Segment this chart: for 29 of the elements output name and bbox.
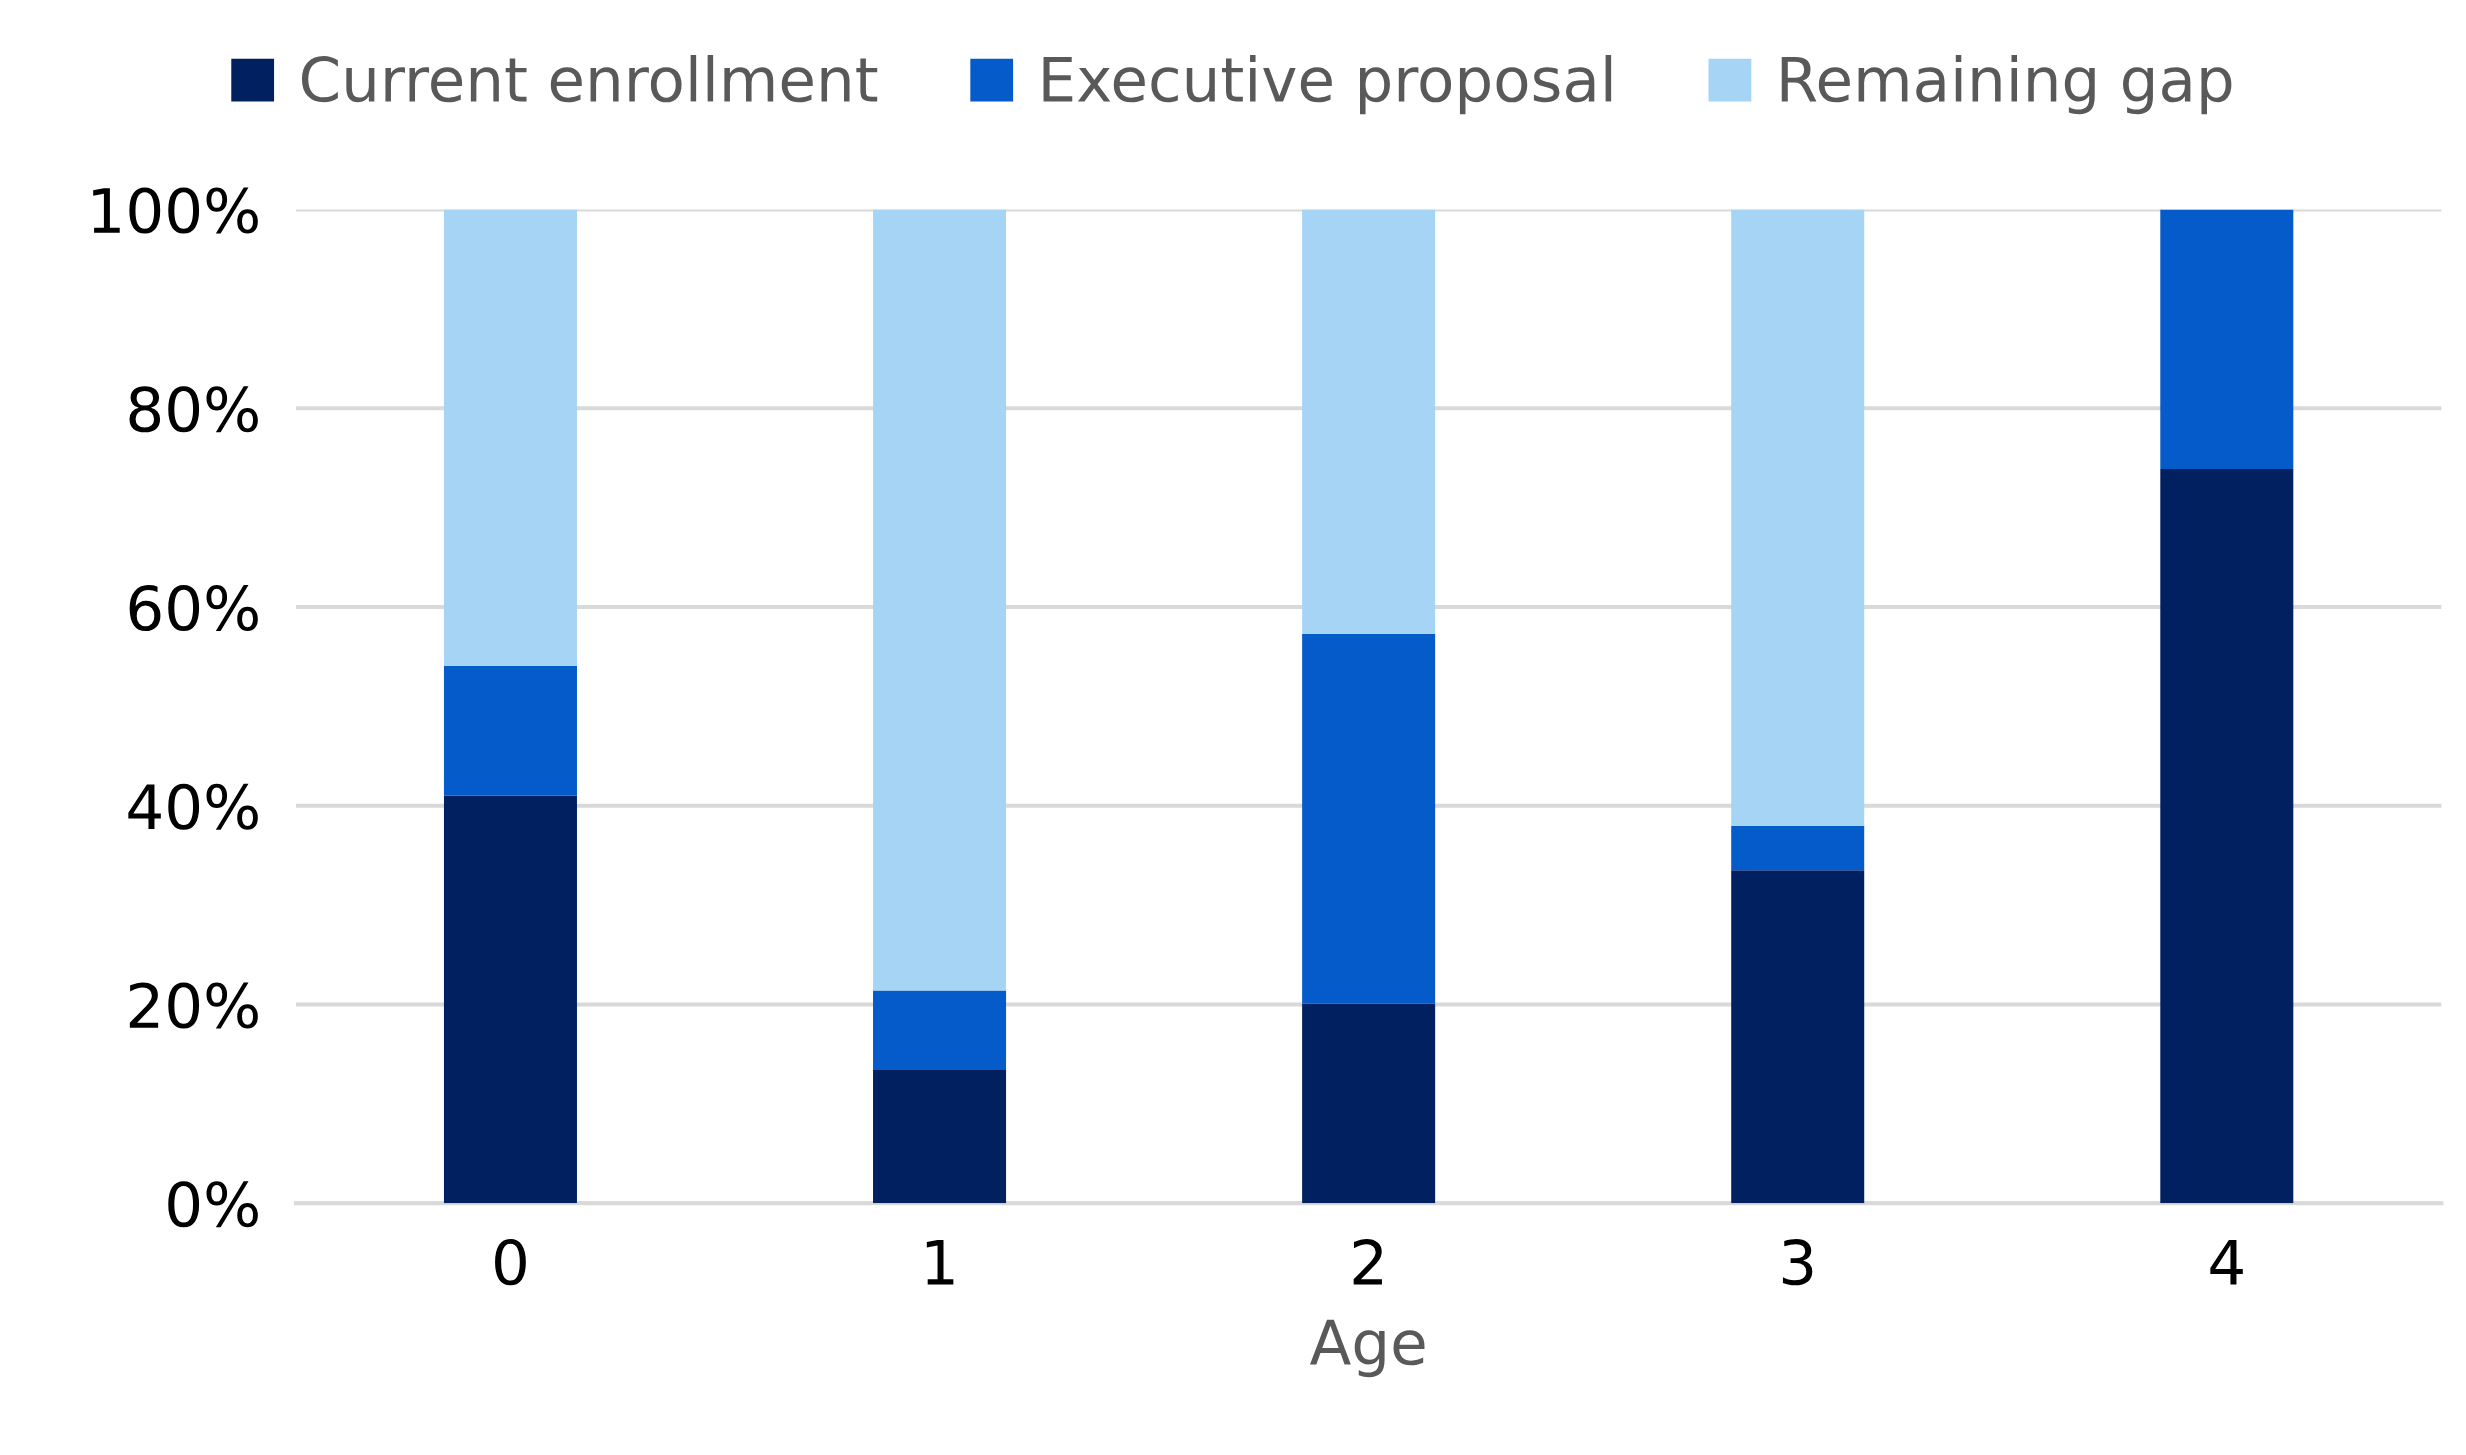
bar (1731, 870, 1865, 1204)
bar (1731, 825, 1865, 871)
bar (873, 990, 1007, 1071)
x-tick-label: 2 (1353, 1239, 1382, 1285)
bar (443, 795, 577, 1204)
legend-label: Executive proposal (1043, 55, 1612, 115)
legend-label: Remaining gap (1781, 55, 2232, 115)
legend-label: Current enrollment (301, 55, 878, 103)
x-tick-label: 1 (926, 1239, 954, 1285)
y-tick-label: 80% (129, 386, 258, 433)
bar (443, 665, 577, 796)
x-tick-label: 3 (1782, 1239, 1813, 1286)
y-tick-label: 20% (129, 982, 258, 1029)
bar (873, 1070, 1007, 1204)
bar (1302, 633, 1436, 1004)
bar (1731, 209, 1865, 826)
y-tick-label: 100% (93, 187, 258, 234)
bar (2160, 209, 2294, 469)
x-tick-label: 0 (495, 1239, 526, 1286)
x-axis-title: Age (1310, 1319, 1425, 1378)
bar (1302, 209, 1436, 634)
y-tick-label: 60% (129, 584, 258, 632)
y-tick-label: 0% (168, 1181, 258, 1228)
bar (873, 209, 1007, 991)
bar (1302, 1003, 1436, 1204)
y-tick-label: 40% (128, 783, 258, 830)
bar (443, 209, 577, 666)
bar (2160, 468, 2294, 1204)
x-tick-label: 4 (2210, 1239, 2243, 1285)
